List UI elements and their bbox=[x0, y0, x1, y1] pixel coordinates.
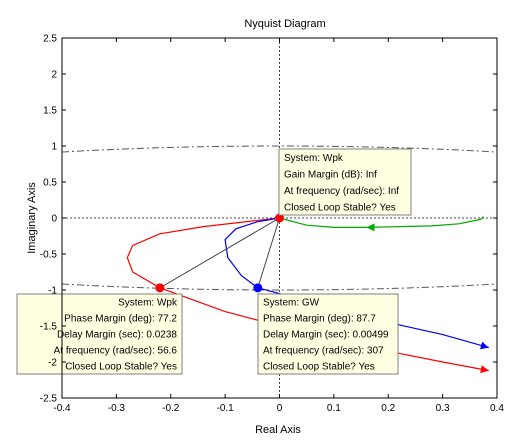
x-axis-label: Real Axis bbox=[255, 424, 301, 436]
tick-layer: -0.4 -0.3 -0.2 -0.1 0 0.1 0.2 0.3 0.4 2.5 2 1.5 1 0.5… bbox=[40, 34, 505, 415]
connector-layer bbox=[159, 217, 280, 289]
y-tick-label: 2.5 bbox=[43, 34, 57, 45]
y-axis-label: Imaginary Axis bbox=[26, 182, 38, 254]
unit-circle-layer bbox=[61, 145, 498, 291]
chart-title: Nyquist Diagram bbox=[244, 18, 325, 30]
data-tip-box-2 bbox=[257, 293, 399, 375]
x-tick-label: 0.3 bbox=[436, 403, 450, 414]
y-tick-label: 1.5 bbox=[43, 106, 57, 117]
data-tip-text: At frequency (rad/sec): Inf bbox=[284, 186, 399, 197]
y-tick-label: -2 bbox=[48, 358, 57, 369]
x-tick-label: -0.3 bbox=[108, 403, 126, 414]
series-line-1 bbox=[224, 217, 489, 349]
x-tick-label: -0.1 bbox=[217, 403, 235, 414]
data-tip-text: Gain Margin (dB): Inf bbox=[284, 169, 377, 180]
unit-circle-upper bbox=[61, 145, 498, 153]
y-tick-label: -1 bbox=[48, 286, 57, 297]
data-tip-text: Closed Loop Stable? Yes bbox=[65, 362, 177, 373]
data-tip-text: Phase Margin (deg): 87.7 bbox=[263, 314, 376, 325]
y-tick-label: -0.5 bbox=[40, 250, 58, 261]
series-line-2 bbox=[279, 216, 484, 228]
x-tick-label: -0.2 bbox=[162, 403, 180, 414]
data-tip-text: Delay Margin (sec): 0.0238 bbox=[57, 330, 177, 341]
x-tick-label: 0.2 bbox=[381, 403, 395, 414]
series-arrow-1 bbox=[480, 341, 489, 350]
data-tip-box-1 bbox=[16, 293, 183, 375]
data-tip-text: System: Wpk bbox=[118, 298, 178, 309]
tip-connector-2 bbox=[257, 217, 280, 288]
x-tick-label: 0 bbox=[277, 403, 283, 414]
margin-marker-2 bbox=[253, 283, 263, 293]
tip-connector-1 bbox=[159, 217, 280, 289]
margin-marker-0 bbox=[275, 213, 284, 223]
marker-layer bbox=[155, 213, 284, 293]
y-tick-label: -1.5 bbox=[40, 322, 58, 333]
y-tick-label: 1 bbox=[51, 142, 57, 153]
data-tip-layer: System: Wpk Gain Margin (dB): Inf At frequ… bbox=[16, 148, 412, 375]
data-tip-text: Closed Loop Stable? Yes bbox=[263, 362, 375, 373]
data-tip-text: System: GW bbox=[263, 298, 320, 309]
data-tip-text: Closed Loop Stable? Yes bbox=[284, 202, 396, 213]
data-tip-text: Phase Margin (deg): 77.2 bbox=[64, 314, 177, 325]
y-tick-label: 2 bbox=[51, 70, 57, 81]
x-tick-label: 0.1 bbox=[327, 403, 341, 414]
x-tick-label: -0.4 bbox=[53, 403, 71, 414]
data-tip-text: At frequency (rad/sec): 307 bbox=[263, 346, 384, 357]
data-tip-text: Delay Margin (sec): 0.00499 bbox=[263, 330, 389, 341]
x-tick-label: 0.4 bbox=[490, 403, 504, 414]
series-arrow-0 bbox=[480, 365, 489, 374]
data-tip-text: System: Wpk bbox=[284, 153, 344, 164]
series-arrow-2 bbox=[366, 223, 375, 232]
y-tick-label: 0.5 bbox=[43, 178, 57, 189]
y-tick-label: -2.5 bbox=[40, 394, 58, 405]
data-tip-box-0 bbox=[278, 148, 412, 216]
data-tip-text: At frequency (rad/sec): 56.6 bbox=[54, 346, 178, 357]
y-tick-label: 0 bbox=[51, 214, 57, 225]
margin-marker-1 bbox=[155, 283, 165, 293]
unit-circle-lower bbox=[61, 283, 498, 291]
